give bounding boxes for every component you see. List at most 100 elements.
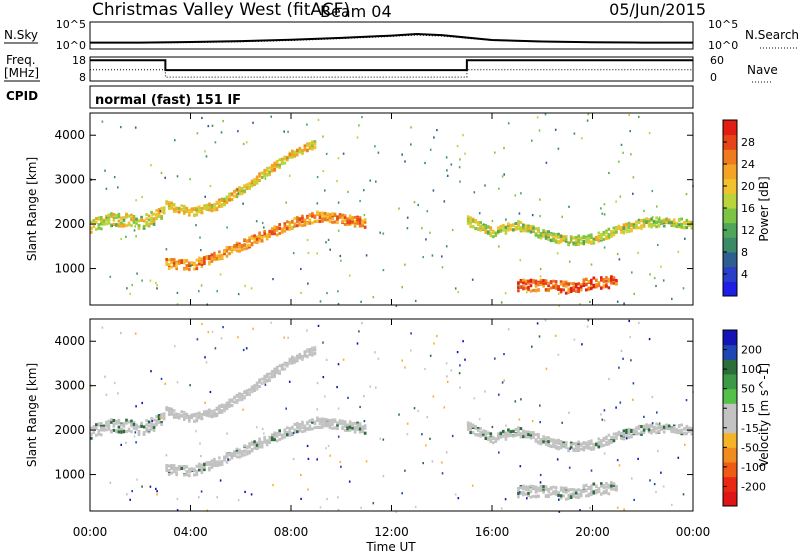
range-gate-cell — [205, 412, 209, 416]
range-gate-cell — [263, 234, 266, 238]
range-gate-cell — [410, 143, 412, 146]
range-gate-cell — [615, 485, 618, 488]
range-gate-cell — [230, 404, 234, 407]
range-gate-cell — [288, 155, 292, 159]
range-gate-cell — [95, 217, 98, 221]
range-gate-cell — [451, 228, 454, 232]
range-gate-cell — [322, 170, 325, 173]
range-gate-cell — [145, 213, 148, 217]
range-gate-cell — [579, 494, 583, 498]
range-gate-cell — [253, 446, 256, 450]
range-gate-cell — [220, 256, 224, 260]
range-gate-cell — [622, 223, 626, 227]
range-gate-cell — [577, 240, 580, 244]
range-gate-cell — [361, 221, 364, 225]
range-gate-cell — [205, 411, 209, 415]
range-gate-cell — [167, 473, 171, 476]
range-gate-cell — [637, 220, 641, 224]
range-gate-cell — [554, 445, 558, 448]
range-gate-cell — [170, 206, 173, 210]
range-gate-cell — [333, 426, 337, 430]
range-gate-cell — [585, 446, 588, 449]
range-gate-cell — [446, 375, 448, 378]
range-gate-cell — [283, 161, 287, 165]
range-gate-cell — [150, 370, 152, 373]
range-gate-cell — [507, 228, 510, 232]
range-gate-cell — [117, 215, 121, 219]
colorbar-cell — [723, 208, 737, 224]
range-gate-cell — [205, 155, 208, 158]
range-gate-cell — [524, 286, 528, 290]
range-gate-cell — [170, 201, 173, 205]
range-gate-cell — [190, 467, 194, 471]
range-gate-cell — [559, 234, 563, 238]
range-gate-cell — [301, 149, 304, 152]
range-gate-cell — [307, 282, 309, 285]
range-gate-cell — [203, 468, 206, 472]
range-gate-cell — [129, 292, 131, 295]
range-gate-cell — [130, 419, 133, 423]
range-gate-cell — [308, 143, 312, 147]
range-gate-cell — [451, 434, 454, 438]
range-gate-cell — [226, 226, 228, 229]
range-gate-cell — [230, 246, 234, 250]
range-gate-cell — [159, 209, 162, 213]
range-gate-cell — [479, 228, 482, 232]
range-gate-cell — [538, 335, 541, 338]
range-gate-cell — [544, 288, 548, 292]
range-gate-cell — [534, 227, 538, 231]
range-gate-cell — [336, 421, 339, 425]
range-gate-cell — [321, 417, 324, 421]
range-gate-cell — [95, 433, 98, 437]
range-gate-cell — [308, 213, 312, 217]
range-gate-cell — [142, 425, 146, 429]
range-gate-cell — [170, 407, 173, 411]
range-gate-cell — [200, 265, 204, 269]
range-gate-cell — [170, 412, 173, 416]
range-gate-cell — [601, 212, 604, 215]
range-gate-cell — [215, 462, 219, 466]
range-gate-cell — [610, 484, 613, 488]
range-gate-cell — [504, 498, 507, 501]
range-gate-cell — [615, 280, 618, 284]
range-gate-cell — [183, 416, 186, 420]
range-gate-cell — [484, 231, 488, 234]
range-gate-cell — [260, 382, 264, 385]
range-gate-cell — [170, 258, 173, 261]
range-gate-cell — [670, 224, 673, 227]
range-gate-cell — [592, 276, 596, 280]
range-gate-cell — [507, 430, 510, 434]
range-gate-cell — [135, 217, 138, 221]
range-gate-cell — [522, 287, 525, 291]
range-gate-cell — [607, 279, 611, 283]
range-gate-cell — [514, 194, 517, 197]
range-gate-cell — [180, 467, 183, 470]
range-gate-cell — [590, 263, 593, 266]
range-gate-cell — [450, 369, 453, 372]
range-gate-cell — [95, 220, 98, 224]
range-gate-cell — [466, 427, 470, 431]
range-gate-cell — [660, 265, 662, 268]
range-gate-cell — [353, 219, 357, 223]
range-gate-cell — [529, 436, 533, 440]
range-gate-cell — [574, 285, 578, 289]
range-gate-cell — [547, 238, 550, 241]
range-gate-cell — [291, 220, 294, 224]
range-gate-cell — [466, 219, 470, 223]
range-gate-cell — [208, 462, 211, 466]
range-gate-cell — [195, 258, 199, 262]
range-gate-cell — [652, 220, 656, 224]
range-gate-cell — [497, 432, 500, 436]
range-gate-cell — [242, 408, 244, 411]
range-gate-cell — [296, 359, 299, 363]
range-gate-cell — [562, 288, 565, 292]
range-gate-cell — [652, 223, 656, 227]
range-gate-cell — [218, 456, 221, 460]
range-gate-cell — [288, 224, 292, 228]
range-gate-cell — [244, 490, 246, 493]
range-gate-cell — [210, 409, 214, 413]
range-gate-cell — [562, 235, 565, 239]
range-gate-cell — [547, 487, 550, 491]
range-gate-cell — [534, 233, 538, 237]
range-gate-cell — [263, 172, 266, 176]
